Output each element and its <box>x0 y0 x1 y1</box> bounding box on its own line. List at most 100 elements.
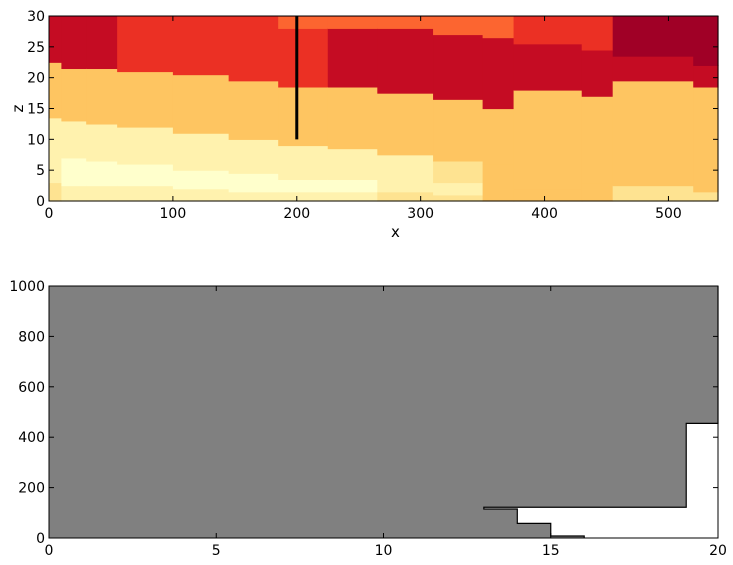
heatmap-cell-5-2 <box>228 139 279 174</box>
y2-tick-label-5: 1000 <box>9 279 45 295</box>
heatmap-cell-9-0 <box>433 194 484 202</box>
heatmap-cell-9-3 <box>433 99 484 162</box>
heatmap-cell-4-1 <box>172 170 230 190</box>
x2-tick-label-3: 15 <box>542 543 560 559</box>
x-tick-label-4: 400 <box>531 206 558 222</box>
heatmap-cell-7-2 <box>327 148 378 181</box>
heatmap-cell-13-2 <box>612 56 694 82</box>
heatmap-cell-7-5 <box>327 16 378 29</box>
y2-tick-label-3: 600 <box>18 380 45 396</box>
heatmap-cell-8-2 <box>377 154 434 181</box>
heatmap-cell-3-4 <box>117 16 174 73</box>
heatmap-cell-4-2 <box>172 133 230 171</box>
heatmap-cell-10-3 <box>482 16 515 39</box>
heatmap-cell-7-3 <box>327 86 378 150</box>
heatmap-cell-6-3 <box>278 86 329 147</box>
heatmap-cell-3-2 <box>117 127 174 165</box>
heatmap-cell-6-1 <box>278 179 329 193</box>
heatmap-cell-5-0 <box>228 191 279 202</box>
heatmap-cell-0-3 <box>49 62 62 119</box>
heatmap-cell-6-4 <box>278 28 329 88</box>
heatmap-cell-5-1 <box>228 173 279 193</box>
heatmap-cell-1-4 <box>61 16 87 70</box>
x-axis-label: x <box>391 223 400 241</box>
heatmap-cell-2-1 <box>86 160 118 187</box>
heatmap-cell-7-0 <box>327 191 378 202</box>
heatmap-cell-13-0 <box>612 185 694 202</box>
heatmap-cell-10-2 <box>482 37 515 110</box>
heatmap-cell-8-4 <box>377 28 434 94</box>
heatmap-cell-11-1 <box>513 90 583 190</box>
heatmap-cell-10-0 <box>482 164 515 202</box>
y-tick-label-0: 0 <box>36 194 45 210</box>
heatmap-cell-11-3 <box>513 16 583 45</box>
heatmap-cell-1-1 <box>61 157 87 187</box>
heatmap-cell-12-3 <box>581 16 614 51</box>
heatmap-cell-12-2 <box>581 49 614 97</box>
x-tick-label-2: 200 <box>283 206 310 222</box>
heatmap-cell-9-2 <box>433 160 484 184</box>
heatmap-cell-0-1 <box>49 154 62 184</box>
y2-tick-label-2: 400 <box>18 430 45 446</box>
heatmap-cell-14-2 <box>693 65 719 88</box>
heatmap-cell-1-2 <box>61 120 87 159</box>
heatmap-cell-2-2 <box>86 123 118 162</box>
x2-tick-label-1: 5 <box>212 543 221 559</box>
heatmap-cell-9-5 <box>433 16 484 36</box>
heatmap-cell-13-1 <box>612 80 694 187</box>
chart-1-heatmap: 0 100 200 300 400 500 0 5 10 15 20 25 30 x z <box>9 9 719 241</box>
heatmap-cell-5-4 <box>228 16 279 82</box>
heatmap-cell-14-0 <box>693 191 719 202</box>
heatmap-cell-7-1 <box>327 179 378 193</box>
heatmap-cell-2-4 <box>86 16 118 70</box>
heatmap-cell-8-5 <box>377 16 434 29</box>
heatmap-cell-9-1 <box>433 182 484 196</box>
heatmap-cell-12-1 <box>581 96 614 184</box>
y-tick-label-5: 25 <box>27 40 45 56</box>
heatmap-cell-3-3 <box>117 71 174 128</box>
heatmap-cell-0-2 <box>49 117 62 156</box>
x-tick-label-1: 100 <box>160 206 187 222</box>
heatmap-cell-5-3 <box>228 80 279 140</box>
y-tick-label-3: 15 <box>27 102 45 118</box>
heatmap-cell-11-0 <box>513 188 583 202</box>
heatmap-cell-11-2 <box>513 43 583 91</box>
heatmap-cell-6-0 <box>278 191 329 202</box>
x-tick-label-3: 300 <box>407 206 434 222</box>
heatmap-cell-4-0 <box>172 188 230 202</box>
heatmap-cell-0-0 <box>49 182 62 202</box>
y2-tick-label-4: 800 <box>18 329 45 345</box>
heatmap-cell-1-3 <box>61 68 87 122</box>
y-tick-label-2: 10 <box>27 132 45 148</box>
x-tick-label-5: 500 <box>655 206 682 222</box>
x2-tick-label-0: 0 <box>45 543 54 559</box>
x2-tick-label-2: 10 <box>375 543 393 559</box>
heatmap-cell-13-3 <box>612 16 694 57</box>
heatmap-cell-3-0 <box>117 185 174 202</box>
heatmap-cell-2-3 <box>86 68 118 125</box>
y-tick-label-6: 30 <box>27 9 45 25</box>
y-tick-label-4: 20 <box>27 71 45 87</box>
region-edge-line <box>483 286 719 538</box>
heatmap-cell-3-1 <box>117 164 174 187</box>
heatmap-cell-2-0 <box>86 185 118 202</box>
y2-tick-label-1: 200 <box>18 481 45 497</box>
heatmap-cell-8-0 <box>377 191 434 202</box>
heatmap-cell-8-3 <box>377 93 434 156</box>
heatmap-cell-6-2 <box>278 145 329 181</box>
heatmap-cell-12-0 <box>581 182 614 202</box>
heatmap-cell-7-4 <box>327 28 378 88</box>
heatmap-cell-4-3 <box>172 74 230 134</box>
heatmap-cell-10-1 <box>482 108 515 165</box>
y-axis-label: z <box>9 104 27 112</box>
heatmap-cell-0-4 <box>49 16 62 63</box>
heatmap-cell-1-0 <box>61 185 87 202</box>
x2-tick-label-4: 20 <box>709 543 727 559</box>
heatmap-cell-14-3 <box>693 16 719 66</box>
y-tick-label-1: 5 <box>36 163 45 179</box>
heatmap-cell-8-1 <box>377 179 434 193</box>
heatmap-cell-4-4 <box>172 16 230 76</box>
y2-tick-label-0: 0 <box>36 531 45 547</box>
